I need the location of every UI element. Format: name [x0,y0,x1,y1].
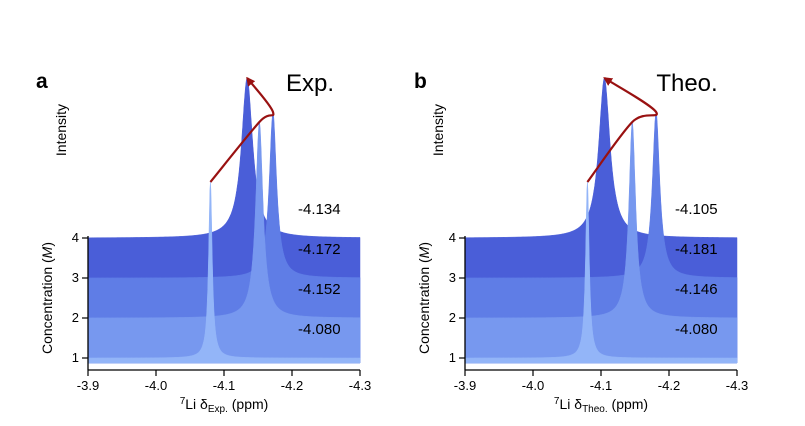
panel-letter-b: b [414,70,427,93]
spectrum-area-1M [87,181,361,364]
concentration-tick-label: 3 [449,270,456,285]
delta-value-label-3M: -4.172 [298,241,341,258]
panel-a: -4.080 -4.152 -4.172 -4.134 -3.9 -4.0 -4.1 -4.2… [39,76,371,415]
x-tick-label: -4.0 [522,378,544,393]
spectrum-area-3M [87,111,361,364]
intensity-axis-title: Intensity [430,104,446,156]
delta-value-label-4M: -4.105 [675,201,718,218]
x-tick-label: -4.1 [590,378,612,393]
delta-value-label-1M: -4.080 [298,321,341,338]
x-tick-label: -4.1 [213,378,235,393]
delta-value-label-2M: -4.152 [298,281,341,298]
concentration-tick-label: 4 [72,230,79,245]
concentration-axis-title: Concentration (M) [416,242,432,354]
x-tick-label: -4.2 [281,378,303,393]
spectrum-area-2M [464,121,738,364]
panel-b: -4.080 -4.146 -4.181 -4.105 -3.9 -4.0 -4.1 -4.2… [416,77,748,415]
shift-trend-arrow [209,76,275,183]
x-axis-title: 7Li δTheo. (ppm) [554,396,648,415]
x-tick-label: -4.0 [145,378,167,393]
x-tick-label: -4.2 [658,378,680,393]
delta-value-label-3M: -4.181 [675,241,718,258]
spectrum-area-2M [87,121,361,364]
concentration-tick-label: 2 [449,310,456,325]
x-tick-label: -3.9 [77,378,99,393]
delta-value-label-2M: -4.146 [675,281,718,298]
shift-trend-arrow [586,77,658,183]
spectrum-area-3M [464,112,738,364]
spectrum-area-1M [464,181,738,364]
concentration-tick-label: 4 [449,230,456,245]
x-tick-label: -3.9 [454,378,476,393]
x-tick-label: -4.3 [726,378,748,393]
concentration-tick-label: 3 [72,270,79,285]
panel-title-exp: Exp. [285,70,335,97]
concentration-tick-label: 1 [449,350,456,365]
concentration-axis-title: Concentration (M) [39,242,55,354]
delta-value-label-4M: -4.134 [298,201,341,218]
concentration-tick-label: 2 [72,310,79,325]
panel-letter-a: a [36,70,48,93]
delta-value-label-1M: -4.080 [675,321,718,338]
intensity-axis-title: Intensity [53,104,69,156]
x-tick-label: -4.3 [349,378,371,393]
concentration-tick-label: 1 [72,350,79,365]
panel-title-theo: Theo. [656,70,718,97]
x-axis-title: 7Li δExp. (ppm) [180,396,269,415]
